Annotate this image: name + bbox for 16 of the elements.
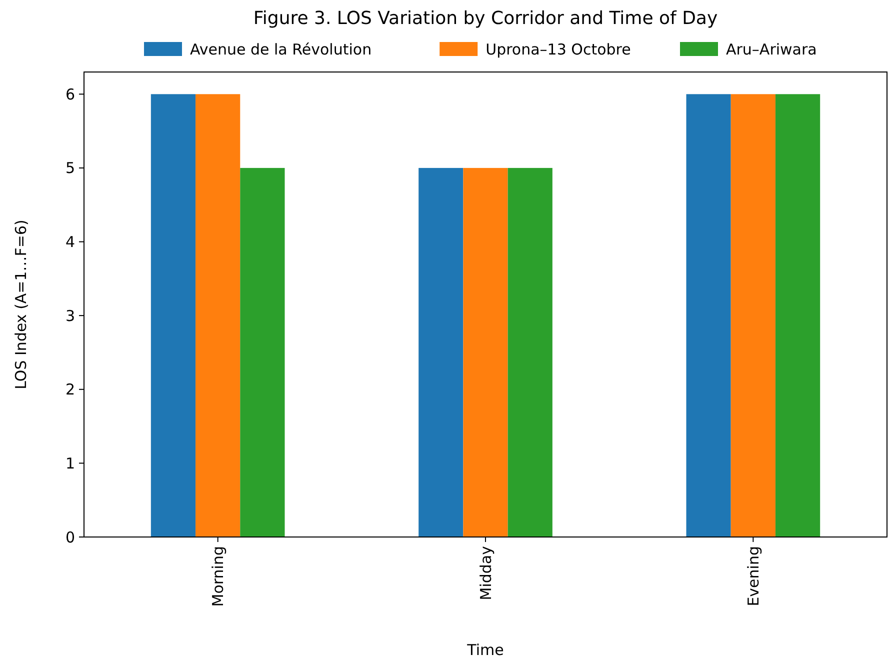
chart-title: Figure 3. LOS Variation by Corridor and Time of Day [253, 8, 718, 29]
y-tick-label: 5 [65, 159, 75, 178]
y-tick-label: 2 [65, 380, 75, 399]
y-axis-title: LOS Index (A=1…F=6) [12, 220, 30, 390]
y-tick-label: 3 [65, 306, 75, 325]
x-tick-label: Evening [744, 546, 762, 606]
y-tick-label: 6 [65, 85, 75, 104]
y-tick-label: 1 [65, 454, 75, 472]
x-tick-label: Midday [476, 546, 495, 600]
x-tick-label: Morning [209, 546, 228, 607]
legend-label: Avenue de la Révolution [190, 40, 372, 58]
legend-label: Uprona–13 Octobre [486, 40, 631, 58]
y-tick-label: 4 [65, 233, 75, 252]
x-axis-title: Time [466, 641, 504, 659]
y-tick-label: 0 [65, 528, 75, 546]
legend-label: Aru–Ariwara [726, 40, 817, 58]
